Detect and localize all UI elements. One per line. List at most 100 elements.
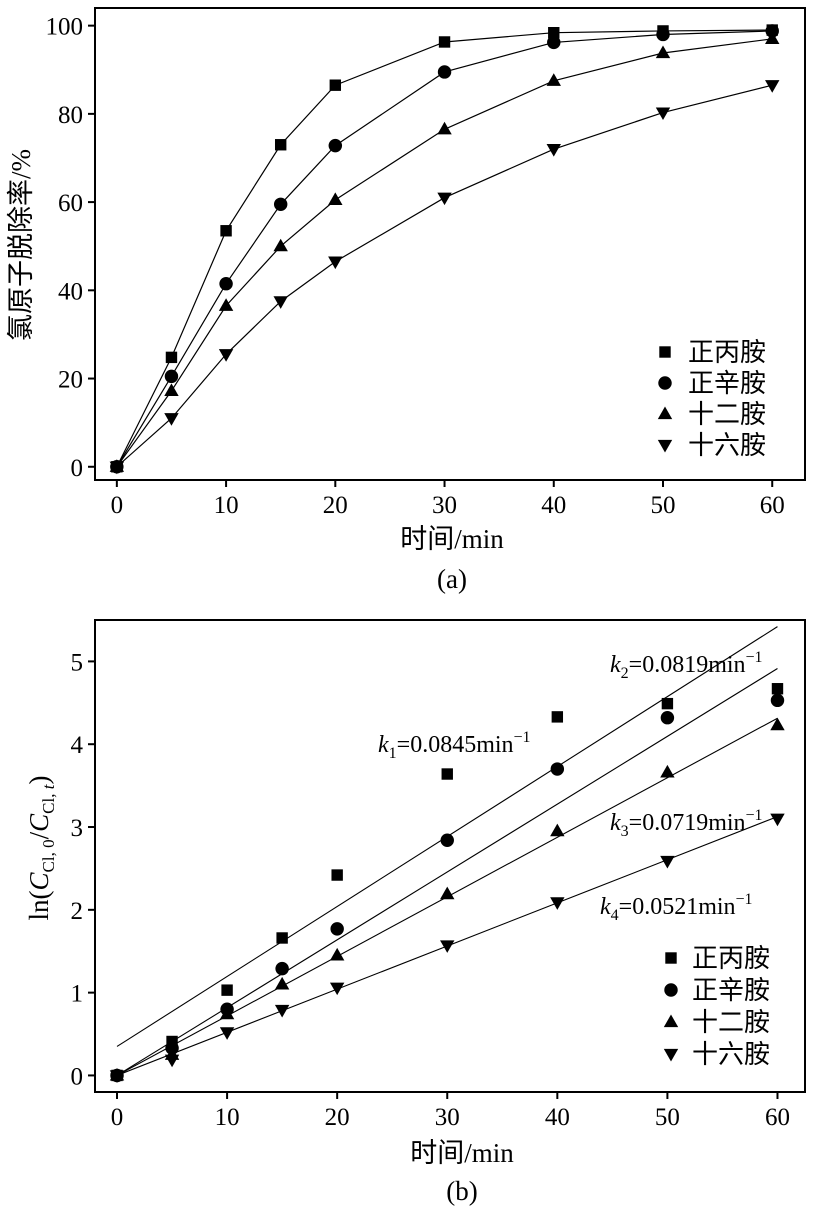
data-point-triangle-down xyxy=(655,107,671,121)
y-tick-label: 100 xyxy=(46,14,84,41)
data-point-triangle-up xyxy=(770,717,785,731)
panel-b-markers xyxy=(109,683,785,1083)
panel-b-fit-lines xyxy=(116,626,778,1076)
fit-line-circle xyxy=(116,668,778,1076)
data-point-triangle-down xyxy=(328,256,343,270)
x-tick-label: 40 xyxy=(545,1104,570,1131)
x-tick-label: 60 xyxy=(760,492,785,519)
rate-constant-k2: k2=0.0819min−1 xyxy=(610,649,763,682)
data-point-triangle-down xyxy=(218,349,234,362)
y-tick-label: 0 xyxy=(71,455,84,482)
data-point-circle xyxy=(273,197,288,212)
y-tick-label: 80 xyxy=(58,102,83,129)
data-point-circle xyxy=(437,65,452,79)
data-point-triangle-down xyxy=(109,461,125,475)
data-point-triangle-down xyxy=(550,897,565,910)
panel-a-y-axis-label: 氯原子脱除率/% xyxy=(6,149,36,341)
legend-marker-triangle-down xyxy=(657,439,673,453)
data-point-circle xyxy=(770,693,785,708)
data-point-circle xyxy=(656,27,670,42)
series-line-circle xyxy=(116,30,773,468)
legend-marker-triangle-up xyxy=(663,1014,679,1028)
legend-label: 十六胺 xyxy=(688,431,766,460)
data-point-square xyxy=(331,869,343,881)
data-point-triangle-down xyxy=(274,1004,290,1018)
x-tick-label: 20 xyxy=(325,1104,350,1131)
y-tick-label: 1 xyxy=(71,981,84,1008)
y-tick-label: 3 xyxy=(71,815,84,842)
data-point-triangle-up xyxy=(765,31,780,44)
legend-marker-square xyxy=(659,346,671,358)
data-point-triangle-up xyxy=(274,976,290,990)
data-point-triangle-down xyxy=(437,192,452,206)
y-tick-label: 0 xyxy=(71,1063,84,1090)
data-point-triangle-down xyxy=(273,296,288,309)
data-point-triangle-up xyxy=(329,947,345,961)
y-tick-label: 60 xyxy=(58,190,83,217)
data-point-circle xyxy=(550,762,565,776)
data-point-triangle-up xyxy=(218,298,234,311)
legend-label: 十二胺 xyxy=(688,400,766,429)
data-point-triangle-down xyxy=(329,982,345,996)
x-tick-label: 0 xyxy=(111,1104,124,1131)
data-point-square xyxy=(771,683,784,695)
data-point-square xyxy=(438,36,451,48)
data-point-triangle-down xyxy=(546,144,561,157)
data-point-triangle-down xyxy=(219,1027,235,1040)
data-point-triangle-up xyxy=(328,192,343,205)
data-point-square xyxy=(329,79,342,91)
x-tick-label: 30 xyxy=(432,492,457,519)
y-tick-label: 2 xyxy=(71,898,84,925)
data-point-square xyxy=(276,932,288,944)
data-point-triangle-up xyxy=(273,238,288,252)
x-tick-label: 60 xyxy=(765,1104,790,1131)
panel-a-axis-ticks: 0 10 20 30 40 50 60 0 20 40 60 80 100 xyxy=(46,14,785,519)
panel-a-series-lines xyxy=(116,29,773,468)
data-point-square xyxy=(165,351,178,364)
panel-b-caption: (b) xyxy=(446,1176,477,1206)
data-point-circle xyxy=(660,710,675,725)
data-point-square xyxy=(274,139,287,151)
x-tick-label: 0 xyxy=(111,492,124,519)
rate-constant-k4: k4=0.0521min−1 xyxy=(600,891,753,924)
panel-b-rate-constant-annotations: k1=0.0845min−1 k2=0.0819min−1 k3=0.0719min… xyxy=(378,649,763,924)
series-line-triangle-up xyxy=(116,38,773,468)
legend-marker-triangle-up xyxy=(657,406,673,420)
data-point-triangle-down xyxy=(770,813,785,827)
legend-label: 正丙胺 xyxy=(688,338,766,367)
legend-label: 十二胺 xyxy=(692,1008,770,1037)
data-point-triangle-up xyxy=(655,45,671,59)
data-point-square xyxy=(551,711,564,723)
legend-marker-triangle-down xyxy=(663,1048,679,1062)
data-point-triangle-up xyxy=(440,886,455,900)
data-point-circle xyxy=(330,922,344,936)
data-point-circle xyxy=(164,369,179,384)
panel-b-plot-frame xyxy=(94,619,806,1093)
data-point-triangle-up xyxy=(660,764,675,778)
x-tick-label: 40 xyxy=(541,492,566,519)
data-point-triangle-down xyxy=(440,940,455,953)
panel-b-y-axis-label: ln(CCl, 0/CCl, t) xyxy=(24,776,58,921)
panel-b-axis-ticks: 0 10 20 30 40 50 60 0 1 2 3 4 5 xyxy=(71,649,790,1131)
legend-label: 正辛胺 xyxy=(688,369,766,398)
x-tick-label: 20 xyxy=(323,492,348,519)
legend-label: 正辛胺 xyxy=(692,976,770,1005)
panel-a-plot-frame xyxy=(94,7,806,481)
data-point-triangle-down xyxy=(109,1070,125,1083)
data-point-triangle-down xyxy=(660,855,675,869)
y-tick-label: 40 xyxy=(58,278,83,305)
series-line-triangle-down xyxy=(116,84,773,468)
data-point-square xyxy=(220,225,232,237)
data-point-triangle-up xyxy=(437,121,452,135)
y-tick-label: 4 xyxy=(71,732,84,759)
data-point-triangle-down xyxy=(164,413,179,426)
data-point-circle xyxy=(219,276,233,291)
x-tick-label: 50 xyxy=(655,1104,680,1131)
data-point-circle xyxy=(440,833,454,847)
data-point-triangle-up xyxy=(546,73,561,86)
data-point-square xyxy=(548,27,560,39)
